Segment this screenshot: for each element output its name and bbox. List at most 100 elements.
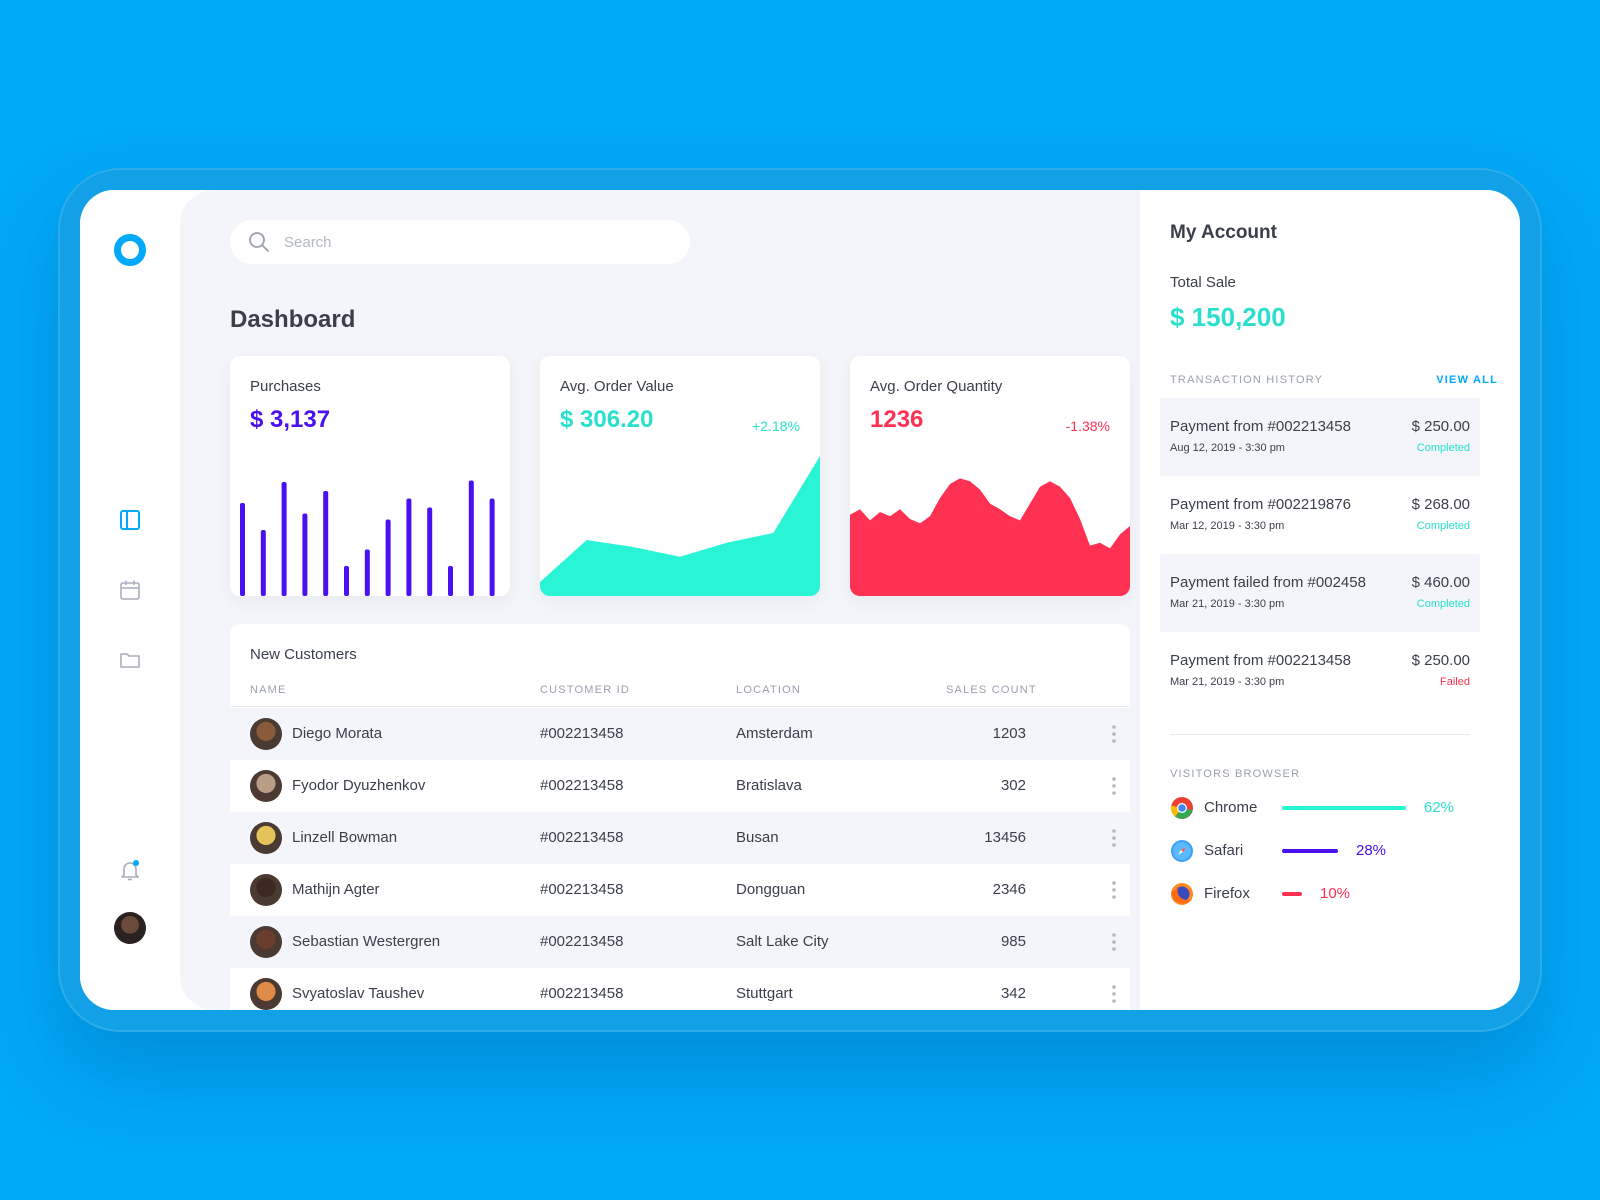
customer-sales-count: 342 [1000, 985, 1026, 1002]
transaction-date: Mar 21, 2019 - 3:30 pm [1170, 676, 1285, 688]
customer-id: #002213458 [540, 985, 624, 1002]
visitors-browser-label: VISITORS BROWSER [1170, 768, 1301, 780]
transaction-amount: $ 460.00 [1411, 574, 1470, 591]
table-row[interactable]: Sebastian Westergren #002213458 Salt Lake … [230, 916, 1130, 968]
browser-row: Firefox 10% [1170, 882, 1490, 908]
layout-icon[interactable] [118, 508, 142, 532]
purchase-bar [281, 482, 287, 596]
transaction-amount: $ 268.00 [1411, 496, 1470, 513]
transaction-item[interactable]: Payment failed from #002458 Mar 21, 2019 … [1160, 554, 1480, 632]
customer-location: Dongguan [736, 881, 806, 898]
more-options-icon[interactable] [1112, 828, 1116, 848]
total-sale-label: Total Sale [1170, 274, 1236, 291]
safari-icon [1171, 840, 1193, 862]
logo[interactable] [114, 234, 146, 266]
customer-id: #002213458 [540, 777, 624, 794]
customer-sales-count: 1203 [992, 725, 1026, 742]
transaction-item[interactable]: Payment from #002213458 Mar 21, 2019 - 3:… [1160, 632, 1480, 710]
account-panel: My Account Total Sale $ 150,200 TRANSACT… [1140, 190, 1520, 1010]
table-row[interactable]: Mathijn Agter #002213458 Dongguan 2346 [230, 864, 1130, 916]
transaction-date: Aug 12, 2019 - 3:30 pm [1170, 442, 1285, 454]
customer-avatar [250, 874, 282, 906]
browser-name: Safari [1204, 842, 1244, 859]
table-row[interactable]: Fyodor Dyuzhenkov #002213458 Bratislava 302 [230, 760, 1130, 812]
column-header-location[interactable]: LOCATION [736, 684, 802, 696]
customer-name: Diego Morata [292, 725, 383, 742]
transaction-title: Payment from #002213458 [1170, 652, 1351, 669]
customer-id: #002213458 [540, 725, 624, 742]
main-content: Dashboard Purchases $ 3,137 Avg. Order V… [180, 190, 1140, 1010]
customer-location: Stuttgart [736, 985, 793, 1002]
calendar-icon[interactable] [118, 578, 142, 602]
customer-avatar [250, 926, 282, 958]
account-title: My Account [1170, 222, 1277, 243]
bell-icon[interactable] [118, 858, 142, 882]
customer-name: Svyatoslav Taushev [292, 985, 425, 1002]
more-options-icon[interactable] [1112, 880, 1116, 900]
purchase-bar [323, 491, 329, 596]
customer-location: Bratislava [736, 777, 802, 794]
search-bar[interactable] [230, 220, 690, 264]
purchase-bar [344, 566, 349, 596]
aoq-area-chart [850, 478, 1130, 596]
firefox-icon [1171, 883, 1193, 905]
aoq-value: 1236 [870, 406, 924, 433]
customer-location: Busan [736, 829, 779, 846]
transaction-status: Completed [1416, 520, 1470, 532]
search-input[interactable] [284, 233, 664, 251]
column-header-name[interactable]: NAME [250, 684, 287, 696]
chrome-icon [1170, 797, 1193, 819]
more-options-icon[interactable] [1112, 984, 1116, 1004]
transaction-title: Payment from #002213458 [1170, 418, 1351, 435]
purchase-bar [260, 530, 266, 596]
customer-name: Mathijn Agter [292, 881, 380, 898]
transaction-amount: $ 250.00 [1411, 418, 1470, 435]
column-header-customer-id[interactable]: CUSTOMER ID [540, 684, 631, 696]
browser-percent: 62% [1424, 799, 1455, 816]
aoq-delta: -1.38% [1065, 418, 1110, 434]
browser-name: Chrome [1204, 799, 1258, 816]
browser-row: Chrome 62% [1170, 796, 1490, 822]
aov-card: Avg. Order Value $ 306.20 +2.18% [540, 356, 820, 596]
browser-percent: 10% [1320, 885, 1351, 902]
view-all-link[interactable]: VIEW ALL [1436, 374, 1498, 386]
transaction-date: Mar 12, 2019 - 3:30 pm [1170, 520, 1285, 532]
folder-icon[interactable] [118, 648, 142, 672]
transaction-status: Completed [1416, 442, 1470, 454]
transaction-status: Completed [1416, 598, 1470, 610]
purchases-value: $ 3,137 [250, 406, 331, 433]
customer-sales-count: 302 [1000, 777, 1026, 794]
purchase-bar [406, 498, 412, 596]
transaction-history-label: TRANSACTION HISTORY [1170, 374, 1324, 386]
purchase-bar [385, 519, 391, 596]
browser-share-bar [1282, 849, 1338, 853]
column-header-sales-count[interactable]: SALES COUNT [946, 684, 1037, 696]
transaction-date: Mar 21, 2019 - 3:30 pm [1170, 598, 1285, 610]
purchase-bar [364, 549, 370, 596]
customer-location: Salt Lake City [736, 933, 829, 950]
more-options-icon[interactable] [1112, 932, 1116, 952]
table-row[interactable]: Svyatoslav Taushev #002213458 Stuttgart 342 [230, 968, 1130, 1010]
purchases-card: Purchases $ 3,137 [230, 356, 510, 596]
customer-location: Amsterdam [736, 725, 813, 742]
transaction-item[interactable]: Payment from #002213458 Aug 12, 2019 - 3:… [1160, 398, 1480, 476]
total-sale-value: $ 150,200 [1170, 302, 1286, 332]
customer-id: #002213458 [540, 881, 624, 898]
more-options-icon[interactable] [1112, 776, 1116, 796]
customer-id: #002213458 [540, 933, 624, 950]
table-row[interactable]: Diego Morata #002213458 Amsterdam 1203 [230, 708, 1130, 760]
customer-avatar [250, 822, 282, 854]
customer-name: Sebastian Westergren [292, 933, 441, 950]
purchase-bar [489, 498, 495, 596]
table-row[interactable]: Linzell Bowman #002213458 Busan 13456 [230, 812, 1130, 864]
more-options-icon[interactable] [1112, 724, 1116, 744]
purchases-bar-chart [240, 480, 495, 596]
user-avatar[interactable] [114, 912, 146, 944]
sidebar [80, 190, 180, 1010]
transaction-status: Failed [1440, 676, 1470, 688]
aov-area-chart [540, 456, 820, 596]
transaction-amount: $ 250.00 [1411, 652, 1470, 669]
transaction-item[interactable]: Payment from #002219876 Mar 12, 2019 - 3:… [1160, 476, 1480, 554]
browser-row: Safari 28% [1170, 839, 1490, 865]
purchase-bar [448, 566, 453, 596]
